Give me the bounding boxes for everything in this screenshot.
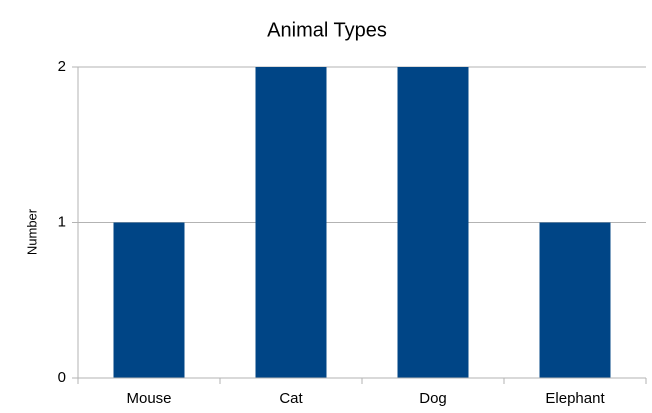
y-tick-label: 1 [58, 213, 66, 230]
y-axis-title: Number [24, 208, 39, 255]
y-tick-label: 2 [58, 58, 66, 75]
bar [113, 222, 185, 378]
bar [539, 222, 611, 378]
x-tick-label: Dog [419, 390, 447, 407]
bar [397, 67, 469, 378]
x-tick-label: Mouse [126, 390, 171, 407]
y-tick-label: 0 [58, 369, 66, 386]
bar [255, 67, 327, 378]
chart-title: Animal Types [267, 19, 387, 41]
x-tick-label: Elephant [545, 390, 605, 407]
x-tick-label: Cat [279, 390, 303, 407]
